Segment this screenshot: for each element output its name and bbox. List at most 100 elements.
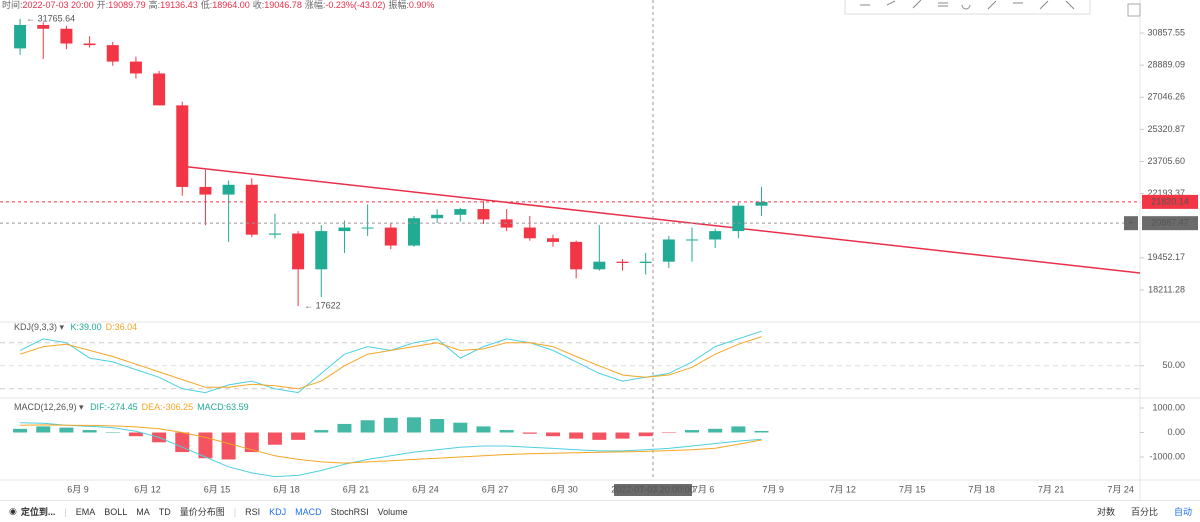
crosshair-time-label: 2022-07-03 20:00:00 bbox=[611, 484, 695, 494]
toolbar-item[interactable]: RSI bbox=[245, 506, 261, 517]
macd-bar bbox=[175, 432, 190, 453]
dropdown-icon[interactable]: ▾ bbox=[77, 402, 87, 412]
info-label: 低: bbox=[201, 0, 213, 10]
candle-body bbox=[686, 239, 699, 241]
y-tick-label: 30857.55 bbox=[1147, 27, 1185, 37]
candle-body bbox=[477, 209, 490, 220]
macd-bar bbox=[221, 432, 236, 460]
scale-options: 对数 百分比 自动 bbox=[1081, 505, 1192, 518]
candle-body bbox=[292, 233, 305, 270]
macd-bar bbox=[708, 428, 723, 433]
tool-panel bbox=[844, 0, 1091, 15]
toolbar-item[interactable]: Volume bbox=[377, 506, 408, 517]
legend-value: MACD:63.59 bbox=[197, 402, 249, 412]
toolbar-item[interactable]: BOLL bbox=[104, 506, 128, 517]
candle-body bbox=[361, 227, 374, 229]
macd-bar bbox=[754, 430, 769, 433]
last-price-box bbox=[1142, 194, 1198, 209]
candle-body bbox=[384, 227, 397, 246]
x-tick-label: 6月 30 bbox=[551, 484, 578, 494]
toolbar-item[interactable]: KDJ bbox=[269, 506, 287, 517]
candle-body bbox=[153, 73, 166, 106]
toolbar-item[interactable]: TD bbox=[158, 506, 171, 517]
x-tick-label: 6月 18 bbox=[273, 484, 300, 494]
toolbar-item[interactable]: MA bbox=[136, 506, 150, 517]
macd-bar bbox=[244, 432, 259, 453]
dropdown-icon[interactable]: ▾ bbox=[57, 322, 67, 332]
pane-title[interactable]: KDJ(9,3,3) bbox=[14, 322, 57, 332]
info-value: 0.90% bbox=[409, 0, 435, 10]
info-label: 涨幅: bbox=[305, 0, 326, 10]
toolbar-item[interactable]: 量价分布图 bbox=[179, 507, 225, 517]
legend-value: D:36.04 bbox=[106, 322, 138, 332]
candle-body bbox=[407, 218, 420, 246]
candle-body bbox=[14, 24, 27, 49]
pane-legend: MACD(12,26,9) ▾ DIF:-274.45 DEA:-306.25 MA… bbox=[14, 402, 249, 412]
toolbar-item[interactable]: 百分比 bbox=[1130, 507, 1158, 517]
trend-line[interactable] bbox=[179, 165, 1141, 274]
macd-bar bbox=[661, 432, 676, 434]
drawing-tools bbox=[844, 0, 1141, 17]
candle-body bbox=[245, 184, 258, 235]
candle-body bbox=[546, 238, 559, 242]
info-label: 振幅: bbox=[388, 0, 409, 10]
y-tick-label: 18211.28 bbox=[1148, 284, 1185, 294]
y-tick-label: 50.00 bbox=[1162, 360, 1185, 370]
macd-bar bbox=[453, 422, 468, 433]
x-tick-label: 7月 9 bbox=[762, 484, 784, 494]
toolbar-item[interactable]: EMA bbox=[75, 506, 96, 517]
macd-bar bbox=[198, 432, 213, 459]
x-tick-label: 7月 24 bbox=[1107, 484, 1134, 494]
candle-body bbox=[176, 105, 189, 187]
macd-bar bbox=[82, 430, 97, 433]
candle-body bbox=[662, 239, 675, 262]
candle-body bbox=[709, 231, 722, 240]
legend-value: K:39.00 bbox=[71, 322, 102, 332]
macd-bar bbox=[267, 432, 282, 445]
info-label: 收: bbox=[253, 0, 265, 10]
fullscreen-icon[interactable] bbox=[1127, 3, 1141, 17]
macd-bar bbox=[522, 432, 537, 434]
locate-icon[interactable]: ◉ bbox=[9, 506, 17, 516]
candle-body bbox=[83, 43, 96, 46]
macd-bar bbox=[291, 432, 306, 440]
x-tick-label: 6月 9 bbox=[67, 484, 89, 494]
toolbar-item[interactable]: 自动 bbox=[1173, 507, 1192, 517]
candle-body bbox=[755, 201, 768, 206]
toolbar-item[interactable]: StochRSI bbox=[330, 506, 369, 517]
candle-body bbox=[199, 186, 212, 195]
extreme-label: ← 17622 bbox=[304, 300, 341, 310]
info-value: -0.23%(-43.02) bbox=[325, 0, 385, 10]
indicator-line bbox=[19, 336, 762, 390]
toolbar-item[interactable]: 对数 bbox=[1096, 507, 1115, 517]
info-label: 高: bbox=[149, 0, 161, 10]
info-label: 开: bbox=[97, 0, 109, 10]
info-value: 18964.00 bbox=[212, 0, 250, 10]
crosshair-price-label: 20887.47 bbox=[1151, 218, 1189, 228]
x-tick-label: 6月 12 bbox=[134, 484, 161, 494]
bottom-toolbar: ◉ 定位到... | EMA BOLL MA TD 量价分布图 | RSI KDJ MACD Stoch… bbox=[0, 500, 1200, 522]
toolbar-item[interactable]: 定位到... bbox=[20, 507, 56, 517]
candle-body bbox=[431, 214, 444, 219]
x-tick-label: 7月 18 bbox=[968, 484, 995, 494]
pane-title[interactable]: MACD(12,26,9) bbox=[14, 402, 77, 412]
tool-icons[interactable] bbox=[860, 0, 1075, 10]
candle-body bbox=[523, 227, 536, 239]
toolbar-item[interactable]: MACD bbox=[295, 506, 322, 517]
macd-bar bbox=[337, 423, 352, 433]
legend-value: DEA:-306.25 bbox=[142, 402, 194, 412]
macd-bar bbox=[615, 432, 630, 439]
macd-bar bbox=[592, 432, 607, 440]
add-button[interactable]: + bbox=[1128, 218, 1133, 228]
macd-bar bbox=[685, 430, 700, 433]
candle-body bbox=[268, 233, 281, 235]
x-tick-label: 7月 15 bbox=[899, 484, 926, 494]
x-tick-label: 7月 21 bbox=[1038, 484, 1065, 494]
indicator-line bbox=[20, 422, 762, 478]
macd-bar bbox=[569, 432, 584, 439]
candle-body bbox=[222, 184, 235, 195]
candle-body bbox=[60, 28, 73, 44]
macd-bar bbox=[499, 430, 514, 433]
candle-body bbox=[338, 227, 351, 232]
